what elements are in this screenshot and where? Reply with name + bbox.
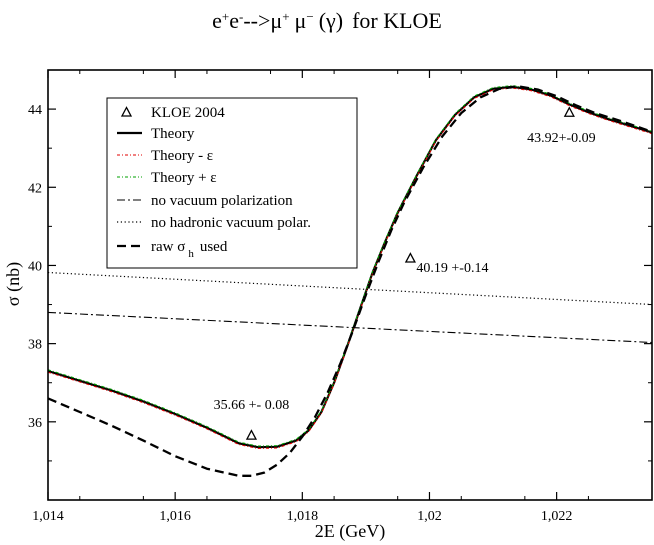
- series-theory: [48, 87, 652, 449]
- legend-label-kloe: KLOE 2004: [151, 105, 225, 121]
- y-tick-label: 42: [28, 181, 42, 196]
- title-sup-plus-1: +: [222, 9, 229, 24]
- series-layer: [48, 85, 652, 477]
- kloe-data-point: [245, 429, 258, 440]
- series-raw-used: [48, 85, 652, 477]
- x-tick-label: 1,014: [32, 509, 64, 524]
- y-tick-label: 38: [28, 338, 42, 353]
- kloe-data-point: [563, 106, 575, 117]
- title-sup-minus-1: -: [239, 9, 243, 24]
- legend-label: no vacuum polarization: [151, 193, 293, 209]
- series-no-hadronic-vacuum-polar: [48, 271, 652, 306]
- legend-label: Theory: [151, 126, 195, 142]
- title-gamma: (γ): [319, 8, 343, 33]
- y-tick-label: 40: [28, 259, 42, 274]
- y-tick-label: 36: [28, 416, 42, 431]
- title-sup-minus-2: −: [306, 9, 313, 24]
- y-tick-label: 44: [28, 103, 42, 118]
- x-tick-label: 1,018: [287, 509, 319, 524]
- data-point-annotation: 40.19 +-0.14: [416, 261, 488, 276]
- ticks-layer: 1,014 1,016 1,018 1,02 1,022 36 38 40 42 44: [28, 70, 653, 524]
- legend-marker-kloe: [120, 106, 133, 117]
- kloe-data-point: [404, 252, 416, 263]
- series-theory: [48, 85, 652, 447]
- title-mu1: μ: [270, 8, 282, 33]
- y-axis-label: σ (nb): [3, 262, 24, 306]
- x-axis-label: 2E (GeV): [315, 521, 385, 542]
- plot-frame: [47, 69, 653, 501]
- title-arrow: -->: [243, 8, 270, 33]
- title-sup-plus-2: +: [282, 9, 289, 24]
- legend-box: [106, 97, 358, 269]
- title-suffix: for KLOE: [352, 8, 442, 33]
- legend-label: raw σ h used: [151, 239, 228, 260]
- series-no-vacuum-polarization: [48, 311, 652, 344]
- data-point-annotation: 43.92+-0.09: [527, 131, 596, 146]
- data-point-annotation: 35.66 +- 0.08: [214, 398, 290, 413]
- legend-label: Theory - ε: [151, 148, 213, 164]
- chart-title: e+e--->μ+ μ− (γ) for KLOE: [212, 8, 442, 33]
- x-tick-label: 1,02: [417, 509, 442, 524]
- title-e2: e: [229, 8, 239, 33]
- title-space-1: μ: [295, 8, 307, 33]
- points-layer: 35.66 +- 0.08 40.19 +-0.14 43.92+-0.09: [214, 106, 596, 440]
- legend-label: Theory + ε: [151, 170, 217, 186]
- x-tick-label: 1,022: [541, 509, 573, 524]
- x-tick-label: 1,016: [159, 509, 191, 524]
- legend: KLOE 2004 Theory Theory - ε Theory + ε no va…: [106, 97, 358, 269]
- title-e1: e: [212, 8, 222, 33]
- legend-label: no hadronic vacuum polar.: [151, 215, 311, 231]
